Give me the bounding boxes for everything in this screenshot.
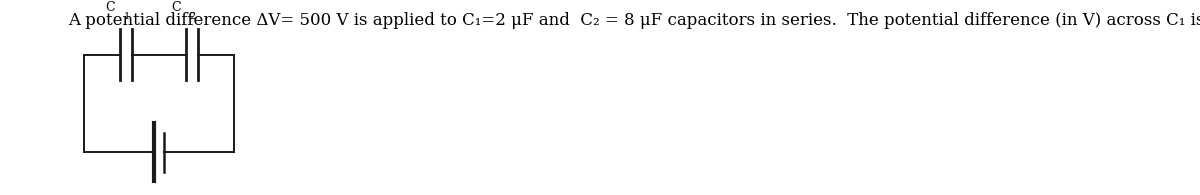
Text: 1: 1 xyxy=(124,12,130,21)
Text: A potential difference ΔV= 500 V is applied to C₁=2 μF and  C₂ = 8 μF capacitors: A potential difference ΔV= 500 V is appl… xyxy=(68,12,1200,29)
Text: 2: 2 xyxy=(190,12,196,21)
Text: C: C xyxy=(106,1,115,14)
Text: C: C xyxy=(172,1,181,14)
